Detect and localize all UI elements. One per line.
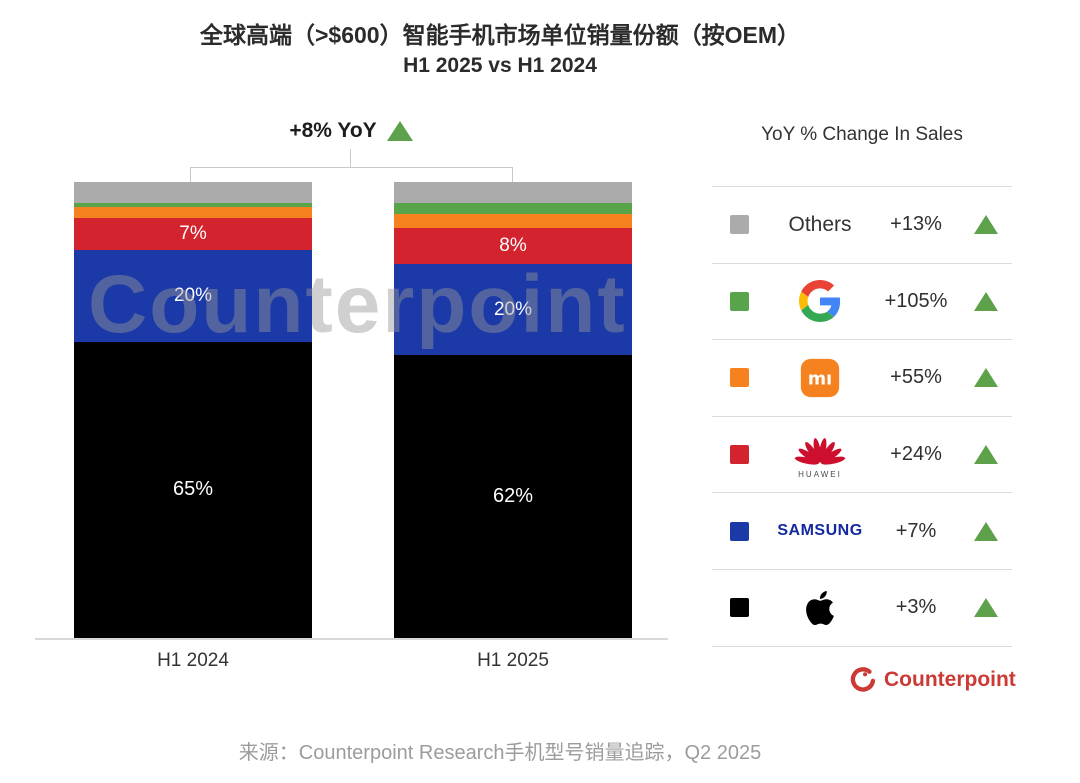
- legend-row-google: +105%: [712, 262, 1012, 340]
- apple-change: +3%: [895, 596, 937, 619]
- bar-segment-samsung: 20%: [74, 250, 312, 342]
- bar-segment-apple: 62%: [394, 355, 632, 638]
- xiaomi-logo-icon: mı: [768, 358, 872, 398]
- svg-text:mı: mı: [808, 370, 832, 390]
- legend-row-huawei: HUAWEI +24%: [712, 415, 1012, 493]
- bar-segment-google: [74, 202, 312, 208]
- bracket-left-drop: [190, 167, 191, 182]
- stacked-bar-h1-2024: 7% 20% 65%: [74, 182, 312, 638]
- legend-row-xiaomi: mı +55%: [712, 339, 1012, 416]
- bar-segment-xiaomi: [394, 213, 632, 228]
- google-up-triangle-icon: [974, 291, 998, 311]
- bar-segment-others: [394, 182, 632, 203]
- bracket-horizontal: [190, 167, 513, 168]
- source-note: 来源：Counterpoint Research手机型号销量追踪，Q2 2025: [238, 742, 762, 764]
- huawei-change: +24%: [890, 443, 942, 466]
- legend-panel: YoY % Change In Sales Others +13% +105%: [712, 120, 1012, 647]
- samsung-change: +7%: [895, 519, 937, 542]
- google-logo-icon: [768, 280, 872, 323]
- xiaomi-up-triangle-icon: [974, 368, 998, 388]
- bar-segment-huawei: 7%: [74, 218, 312, 251]
- counterpoint-icon: [850, 667, 876, 692]
- xiaomi-change: +55%: [890, 366, 942, 389]
- total-yoy-label: +8% YoY: [289, 119, 377, 142]
- apple-swatch: [730, 598, 749, 618]
- total-yoy-annotation: +8% YoY: [231, 119, 471, 143]
- xiaomi-swatch: [730, 368, 749, 388]
- google-change: +105%: [884, 289, 948, 312]
- bracket-right-drop: [512, 167, 513, 182]
- page-title: 全球高端（>$600）智能手机市场单位销量份额（按OEM）: [200, 22, 800, 48]
- bracket-stem: [350, 149, 351, 167]
- bar-segment-others: [74, 182, 312, 203]
- legend-row-samsung: SAMSUNG +7%: [712, 492, 1012, 569]
- legend-row-apple: +3%: [712, 568, 1012, 647]
- others-change: +13%: [890, 213, 942, 236]
- bar-segment-apple: 65%: [74, 341, 312, 638]
- samsung-up-triangle-icon: [974, 521, 998, 541]
- bar-segment-huawei: 8%: [394, 227, 632, 265]
- x-label-h1-2024: H1 2024: [157, 650, 229, 671]
- legend-header: YoY % Change In Sales: [761, 124, 963, 145]
- others-swatch: [730, 215, 749, 235]
- samsung-swatch: [730, 521, 749, 541]
- google-swatch: [730, 291, 749, 311]
- up-triangle-icon: [386, 121, 413, 141]
- legend-row-others: Others +13%: [712, 186, 1012, 263]
- bar-segment-xiaomi: [74, 207, 312, 219]
- huawei-swatch: [730, 445, 749, 465]
- bar-segment-samsung: 20%: [394, 264, 632, 356]
- samsung-wordmark: SAMSUNG: [777, 522, 863, 540]
- huawei-logo-icon: HUAWEI: [768, 431, 872, 479]
- huawei-caption: HUAWEI: [798, 469, 842, 479]
- others-label: Others: [788, 212, 852, 236]
- x-label-h1-2025: H1 2025: [477, 650, 549, 671]
- counterpoint-logo: Counterpoint: [848, 666, 1016, 694]
- apple-up-triangle-icon: [974, 598, 998, 618]
- stacked-bar-h1-2025: 8% 20% 62%: [394, 182, 632, 638]
- x-axis-line: [35, 638, 668, 640]
- huawei-up-triangle-icon: [974, 445, 998, 465]
- counterpoint-logo-text: Counterpoint: [884, 668, 1016, 691]
- page-subtitle: H1 2025 vs H1 2024: [403, 54, 597, 77]
- apple-logo-icon: [768, 589, 872, 627]
- others-up-triangle-icon: [974, 215, 998, 235]
- bar-segment-google: [394, 202, 632, 214]
